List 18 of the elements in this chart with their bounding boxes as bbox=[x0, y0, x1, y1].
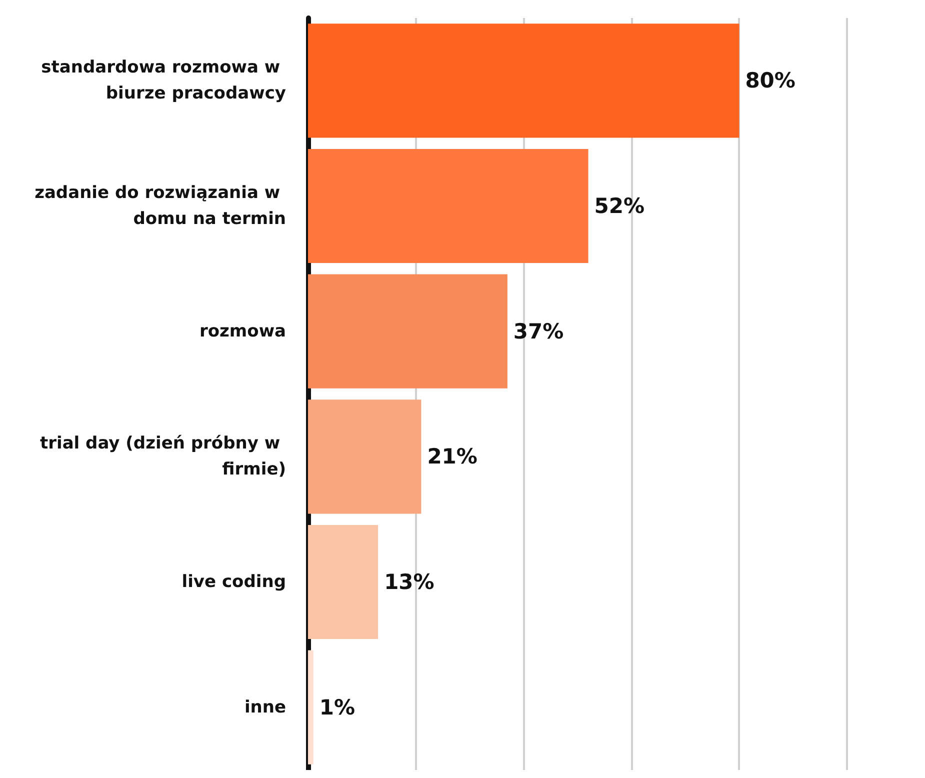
bar bbox=[308, 650, 314, 764]
data-label: 1% bbox=[319, 695, 356, 720]
data-label: 52% bbox=[594, 194, 645, 218]
y-tick-label: inne bbox=[244, 697, 286, 718]
data-label: 80% bbox=[745, 68, 796, 93]
y-tick-label: trial day (dzień próbny w firmie) bbox=[40, 434, 286, 480]
y-tick-label: zadanie do rozwiązania w domu na termin bbox=[34, 183, 286, 229]
y-tick-label: standardowa rozmowa w biurze pracodawcy bbox=[41, 58, 286, 104]
bar bbox=[308, 148, 588, 264]
bar bbox=[308, 274, 508, 388]
bar bbox=[308, 524, 378, 640]
bar bbox=[308, 24, 740, 138]
y-tick-label: live coding bbox=[182, 572, 286, 592]
bar bbox=[308, 400, 422, 514]
data-label: 37% bbox=[513, 319, 564, 344]
data-label: 21% bbox=[427, 444, 478, 469]
y-tick-label: rozmowa bbox=[199, 321, 286, 342]
data-label: 13% bbox=[384, 570, 434, 594]
